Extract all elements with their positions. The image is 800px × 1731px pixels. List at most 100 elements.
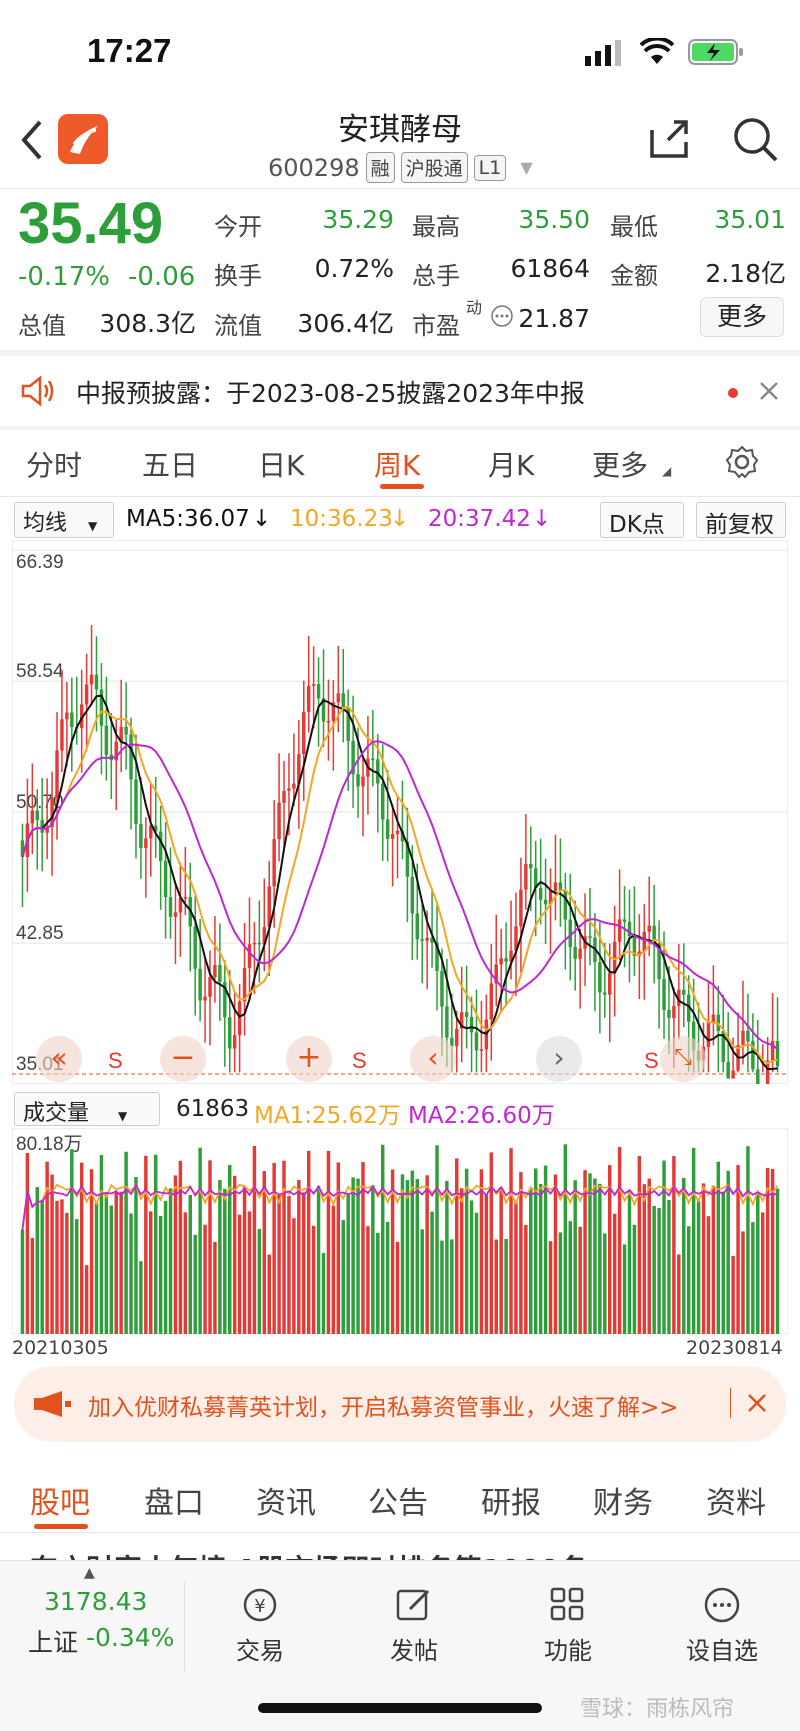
candle-body — [726, 1062, 730, 1079]
tab-announcements[interactable]: 公告 — [368, 1486, 428, 1521]
trade-button[interactable]: ¥ 交易 — [200, 1585, 320, 1666]
candle-body — [198, 968, 202, 1001]
tab-news[interactable]: 资讯 — [256, 1486, 316, 1521]
volume-bar — [84, 1265, 89, 1334]
candle-body — [149, 825, 153, 839]
tab-monthly-k[interactable]: 月K — [488, 449, 535, 482]
more-dots-icon — [662, 1585, 782, 1631]
pan-right-button[interactable]: › — [536, 1036, 582, 1082]
candle-body — [60, 719, 64, 751]
candle-body — [144, 838, 148, 848]
volume-bar — [381, 1144, 385, 1334]
functions-button[interactable]: 功能 — [508, 1585, 628, 1666]
tab-five-day[interactable]: 五日 — [142, 449, 199, 482]
candle-body — [306, 685, 311, 712]
volume-bar — [756, 1191, 760, 1334]
search-icon[interactable] — [732, 116, 780, 168]
promo-text: 加入优财私募菁英计划，开启私募资管事业，火速了解>> — [88, 1395, 679, 1421]
volume-bar — [75, 1219, 79, 1334]
candle-body — [395, 830, 400, 835]
volume-bar — [741, 1231, 745, 1334]
volume-bar — [109, 1205, 114, 1334]
volume-chart[interactable]: 80.18万 — [12, 1128, 788, 1334]
candle-body — [721, 1031, 725, 1063]
candle-body — [598, 962, 602, 993]
candle-body — [603, 992, 607, 995]
pe-superscript: 动 — [466, 298, 483, 317]
indicator-select[interactable]: 均线 ▼ — [14, 502, 114, 538]
volume-bar — [45, 1161, 49, 1334]
tab-more[interactable]: 更多 — [592, 449, 649, 482]
candle-body — [134, 779, 138, 825]
volume-bar — [548, 1241, 553, 1334]
functions-label: 功能 — [544, 1637, 592, 1665]
sell-marker: S — [108, 1048, 123, 1073]
volume-bar — [183, 1212, 188, 1334]
zoom-in-button[interactable]: + — [286, 1036, 332, 1082]
volume-bar — [218, 1180, 222, 1334]
stat-label-total-value: 总值 — [18, 312, 66, 340]
candle-body — [297, 754, 301, 784]
tab-intraday[interactable]: 分时 — [26, 449, 83, 482]
dropdown-arrow-icon[interactable]: ▼ — [520, 158, 533, 177]
volume-bar — [627, 1191, 632, 1334]
candle-body — [420, 939, 424, 941]
candle-body — [775, 1040, 780, 1066]
zoom-out-button[interactable]: − — [160, 1036, 206, 1082]
tab-daily-k[interactable]: 日K — [258, 449, 305, 482]
volume-bar — [464, 1168, 469, 1334]
tab-order-book[interactable]: 盘口 — [144, 1486, 204, 1521]
pan-left-button[interactable]: ‹ — [410, 1036, 456, 1082]
sell-marker: S — [352, 1048, 367, 1073]
dk-point-button[interactable]: DK点 — [600, 502, 684, 538]
candle-body — [538, 887, 543, 900]
notice-text: 中报预披露：于2023-08-25披露2023年中报 — [76, 379, 585, 408]
stat-value-float-value: 306.4亿 — [297, 309, 394, 338]
volume-indicator-select[interactable]: 成交量 ▼ — [14, 1092, 160, 1126]
pan-left-fast-button[interactable]: « — [36, 1036, 82, 1082]
last-price: 35.49 — [18, 191, 164, 256]
watchlist-button[interactable]: 设自选 — [662, 1585, 782, 1666]
back-icon[interactable] — [20, 120, 44, 164]
candle-body — [691, 1021, 696, 1051]
volume-bar — [765, 1167, 770, 1334]
close-icon[interactable] — [758, 380, 780, 406]
adjust-button[interactable]: 前复权 — [696, 502, 786, 538]
tab-forum[interactable]: 股吧 — [30, 1486, 90, 1521]
volume-bar — [642, 1184, 647, 1334]
tab-weekly-k[interactable]: 周K — [374, 449, 421, 482]
notice-bar[interactable]: 中报预披露：于2023-08-25披露2023年中报 — [0, 356, 800, 426]
candle-body — [282, 790, 286, 803]
volume-value: 61863 — [176, 1096, 250, 1122]
volume-bar — [736, 1165, 740, 1334]
fullscreen-button[interactable]: ⤡ — [660, 1036, 706, 1082]
candle-body — [331, 702, 336, 721]
candle-body — [228, 1017, 232, 1049]
candle-body — [400, 830, 405, 842]
more-stats-button[interactable]: 更多 — [700, 297, 784, 337]
share-icon[interactable] — [646, 116, 692, 166]
volume-bar — [336, 1162, 341, 1334]
candle-body — [588, 936, 592, 938]
post-button[interactable]: 发帖 — [354, 1585, 474, 1666]
content-tab-underline — [34, 1524, 88, 1529]
settings-gear-icon[interactable] — [724, 444, 760, 484]
volume-bar — [489, 1152, 494, 1334]
candle-body — [731, 1070, 735, 1079]
volume-bar — [346, 1194, 350, 1334]
tab-profile[interactable]: 资料 — [706, 1486, 766, 1521]
promo-banner[interactable]: 加入优财私募菁英计划，开启私募资管事业，火速了解>> — [14, 1366, 786, 1442]
volume-bar — [326, 1150, 331, 1334]
tab-research[interactable]: 研报 — [481, 1486, 541, 1521]
volume-bar — [716, 1161, 721, 1334]
ma20-readout: 20:37.42 — [428, 506, 531, 532]
volume-bar — [543, 1165, 548, 1334]
bottom-separator — [184, 1581, 185, 1671]
volume-bar — [657, 1208, 661, 1334]
promo-close-icon[interactable] — [746, 1392, 768, 1418]
volume-bar — [252, 1146, 257, 1334]
info-icon[interactable] — [490, 304, 514, 332]
index-value[interactable]: 3178.43 — [44, 1587, 148, 1616]
tab-financials[interactable]: 财务 — [593, 1486, 653, 1521]
